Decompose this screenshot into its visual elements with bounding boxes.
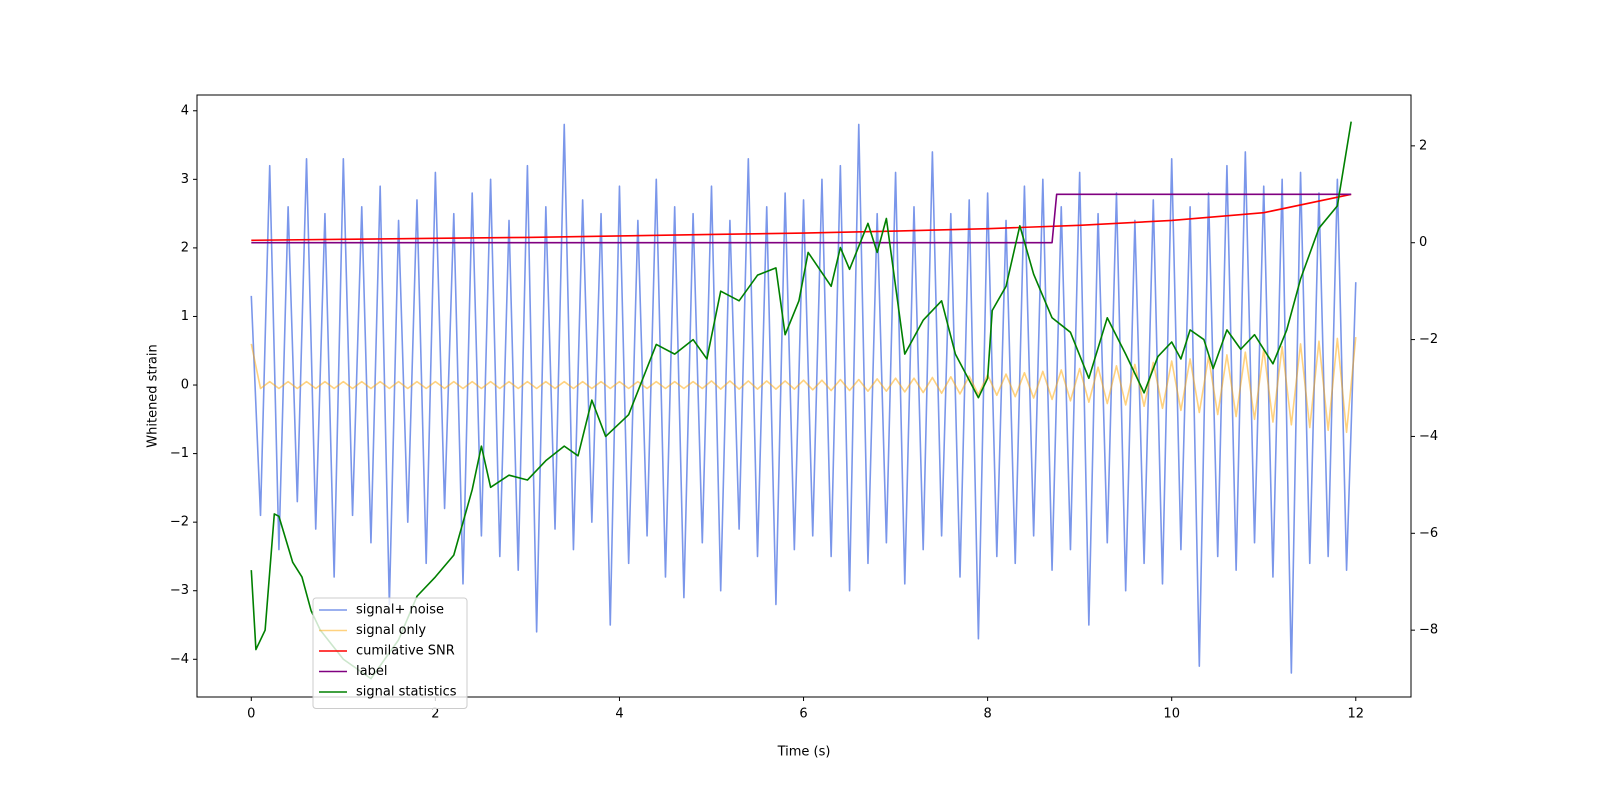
y2-tick-label: 2 [1419,138,1427,153]
y2-tick-label: −4 [1419,429,1438,444]
x-tick-label: 6 [799,707,807,722]
y-tick-label: −1 [170,446,189,461]
y2-tick-label: −8 [1419,623,1438,638]
x-tick-label: 0 [247,707,255,722]
y-tick-label: 4 [181,103,189,118]
y-tick-label: 2 [181,240,189,255]
y2-tick-label: −6 [1419,526,1438,541]
x-tick-label: 4 [615,707,623,722]
y2-tick-label: 0 [1419,235,1427,250]
legend-box [312,597,468,709]
y-axis-label: Whitened strain [146,344,161,447]
legend-label: label [356,664,387,679]
x-tick-label: 10 [1163,707,1180,722]
y-tick-label: −4 [170,652,189,667]
series-line [250,123,1357,674]
plot-area [250,121,1357,680]
legend-label: signal only [356,623,426,638]
series-line [250,336,1357,434]
legend: signal+ noise signal only cumilative SNR la… [312,597,468,709]
y-tick-label: 3 [181,172,189,187]
series-line [250,121,1352,680]
legend-label: signal statistics [356,685,457,700]
x-axis-label: Time (s) [777,745,831,760]
series-line [251,193,1352,244]
y-tick-label: −3 [170,583,189,598]
y-tick-label: −2 [170,515,189,530]
legend-label: cumilative SNR [356,644,455,659]
x-tick-label: 12 [1348,707,1365,722]
legend-label: signal+ noise [356,603,444,618]
y-tick-label: 0 [181,378,189,393]
x-tick-label: 8 [983,707,991,722]
y2-tick-label: −2 [1419,332,1438,347]
series-line [251,193,1352,242]
x-tick-label: 2 [431,707,439,722]
y-tick-label: 1 [181,309,189,324]
